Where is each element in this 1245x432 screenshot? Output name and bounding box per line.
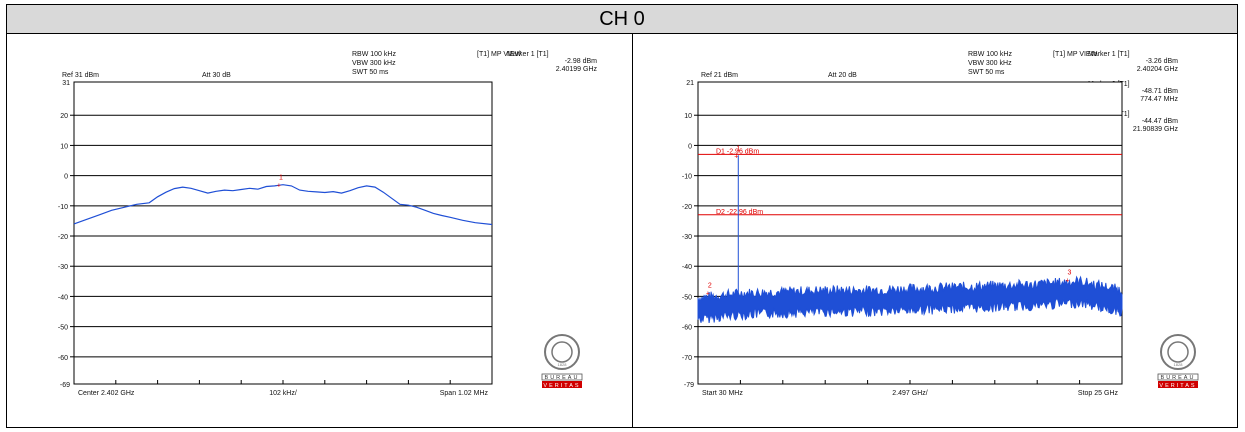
marker-readout-freq: 2.40199 GHz bbox=[556, 66, 598, 73]
marker-readout-freq: 774.47 MHz bbox=[1140, 96, 1178, 103]
marker-symbol: + bbox=[734, 153, 738, 160]
y-tick-label: -50 bbox=[58, 325, 68, 332]
y-tick-label: 21 bbox=[686, 80, 694, 87]
marker-label: 2 bbox=[708, 283, 712, 290]
channel-header: CH 0 bbox=[7, 5, 1237, 34]
rbw-label: RBW 100 kHz bbox=[352, 51, 396, 58]
ref-level-label: Ref 31 dBm bbox=[62, 72, 99, 79]
y-tick-label: 20 bbox=[60, 113, 68, 120]
logo-text-bureau: BUREAU bbox=[1161, 375, 1196, 381]
marker-readout-freq: 21.90839 GHz bbox=[1133, 126, 1179, 133]
marker-readout-level: -48.71 dBm bbox=[1142, 88, 1178, 95]
veritas-seal bbox=[1160, 334, 1196, 370]
marker-readout-freq: 2.40204 GHz bbox=[1137, 66, 1179, 73]
y-tick-label: -10 bbox=[58, 204, 68, 211]
y-tick-label: -60 bbox=[682, 325, 692, 332]
y-tick-label: 0 bbox=[688, 143, 692, 150]
veritas-seal-inner bbox=[551, 341, 573, 363]
y-tick-label: -70 bbox=[682, 355, 692, 362]
y-tick-label: -79 bbox=[684, 382, 694, 389]
x-center-label: 2.497 GHz/ bbox=[892, 390, 927, 397]
ref-level-label: Ref 21 dBm bbox=[701, 72, 738, 79]
logo-band-bottom bbox=[1158, 381, 1198, 388]
plot-area bbox=[73, 81, 493, 385]
plot-area bbox=[697, 81, 1123, 385]
marker-symbol: + bbox=[706, 291, 710, 298]
marker-symbol: + bbox=[1065, 278, 1069, 285]
marker-readout-level: -3.26 dBm bbox=[1146, 58, 1178, 65]
veritas-seal bbox=[544, 334, 580, 370]
attenuation-label: Att 30 dB bbox=[202, 72, 231, 79]
vbw-label: VBW 300 kHz bbox=[968, 60, 1012, 67]
attenuation-label: Att 20 dB bbox=[828, 72, 857, 79]
marker-label: 3 bbox=[1067, 270, 1071, 277]
sweep-time-label: SWT 50 ms bbox=[968, 69, 1005, 76]
y-tick-label: 10 bbox=[684, 113, 692, 120]
y-tick-label: -69 bbox=[60, 382, 70, 389]
veritas-seal-year: 1828 bbox=[558, 362, 568, 367]
marker-symbol: + bbox=[277, 183, 281, 190]
panel-divider bbox=[632, 34, 633, 428]
rbw-label: RBW 100 kHz bbox=[968, 51, 1012, 58]
x-start-label: Start 30 MHz bbox=[702, 390, 743, 397]
trace-line bbox=[73, 184, 493, 226]
marker-readout-title: Marker 1 [T1] bbox=[507, 51, 549, 58]
marker-readout-level: -2.98 dBm bbox=[565, 58, 597, 65]
veritas-seal-inner bbox=[1167, 341, 1189, 363]
marker-readout-level: -44.47 dBm bbox=[1142, 118, 1178, 125]
y-tick-label: -60 bbox=[58, 355, 68, 362]
trace-mode-label: [T1] MP VIEW bbox=[477, 51, 522, 58]
logo-text-veritas: VERITAS bbox=[1159, 383, 1196, 389]
y-tick-label: -10 bbox=[682, 174, 692, 181]
marker-label: 1 bbox=[279, 175, 283, 182]
spectrum-chart-left: Ref 31 dBm Att 30 dB RBW 100 kHz VBW 300 kH… bbox=[58, 51, 598, 397]
x-center-label: 102 kHz/ bbox=[269, 390, 297, 397]
y-tick-label: -50 bbox=[682, 294, 692, 301]
trace-mode-label: [T1] MP VIEW bbox=[1053, 51, 1098, 58]
logo-band-bottom bbox=[542, 381, 582, 388]
y-tick-label: -30 bbox=[682, 234, 692, 241]
display-line-label: D2 -22.96 dBm bbox=[716, 209, 763, 216]
x-stop-label: Stop 25 GHz bbox=[1078, 390, 1119, 397]
y-tick-label: -20 bbox=[682, 204, 692, 211]
logo-band-top bbox=[541, 373, 583, 381]
y-tick-label: 0 bbox=[64, 174, 68, 181]
y-tick-label: -40 bbox=[58, 294, 68, 301]
vbw-label: VBW 300 kHz bbox=[352, 60, 396, 67]
y-tick-label: 31 bbox=[62, 80, 70, 87]
spectrum-chart-right: Ref 21 dBm Att 20 dB RBW 100 kHz VBW 300 kH… bbox=[682, 51, 1199, 397]
y-tick-label: 10 bbox=[60, 143, 68, 150]
x-start-label: Center 2.402 GHz bbox=[78, 390, 135, 397]
y-tick-label: -40 bbox=[682, 264, 692, 271]
x-stop-label: Span 1.02 MHz bbox=[440, 390, 489, 397]
marker-readout-title: Marker 1 [T1] bbox=[1088, 51, 1130, 58]
noise-floor-trace bbox=[697, 275, 1123, 323]
y-tick-label: -20 bbox=[58, 234, 68, 241]
veritas-seal-year: 1828 bbox=[1174, 362, 1184, 367]
report-frame: CH 0 Ref 31 dBm Att 30 dB RBW 100 kHz VBW 3… bbox=[6, 4, 1238, 428]
marker-label: 1 bbox=[736, 145, 740, 152]
display-line-label: D1 -2.96 dBm bbox=[716, 148, 759, 155]
y-tick-label: -30 bbox=[58, 264, 68, 271]
sweep-time-label: SWT 50 ms bbox=[352, 69, 389, 76]
logo-text-bureau: BUREAU bbox=[545, 375, 580, 381]
logo-text-veritas: VERITAS bbox=[543, 383, 580, 389]
logo-band-top bbox=[1157, 373, 1199, 381]
